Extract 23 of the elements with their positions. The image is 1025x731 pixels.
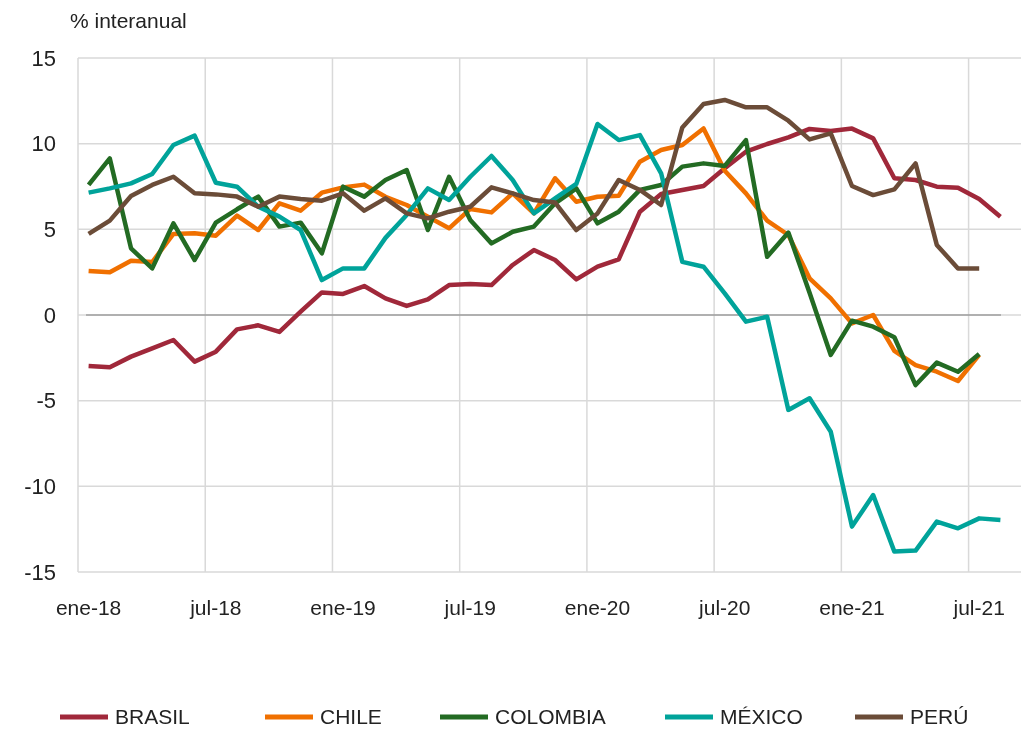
x-tick-label: ene-18 [55,596,122,619]
legend-label: CHILE [320,705,382,729]
x-tick-label: jul-19 [443,596,496,619]
legend-label: BRASIL [115,705,190,729]
line-series [86,97,982,271]
line-series [86,121,1003,554]
x-tick-label: ene-20 [564,596,631,619]
y-tick-label: 10 [31,131,56,157]
y-axis-title: % interanual [70,9,187,32]
legend-label: COLOMBIA [495,705,606,729]
x-tick-label: ene-21 [819,596,885,619]
legend-label: PERÚ [910,705,969,729]
y-tick-label: 0 [43,302,56,328]
y-tick-label: 15 [31,45,56,71]
y-tick-label: 5 [43,217,56,243]
legend-label: MÉXICO [720,705,803,729]
x-tick-label: jul-20 [698,596,751,619]
y-tick-label: -15 [24,559,56,585]
x-tick-label: jul-21 [952,596,1005,619]
y-tick-label: -10 [24,474,56,500]
x-tick-label: jul-18 [189,596,242,619]
x-tick-label: ene-19 [310,596,376,619]
y-tick-label: -5 [36,388,56,414]
